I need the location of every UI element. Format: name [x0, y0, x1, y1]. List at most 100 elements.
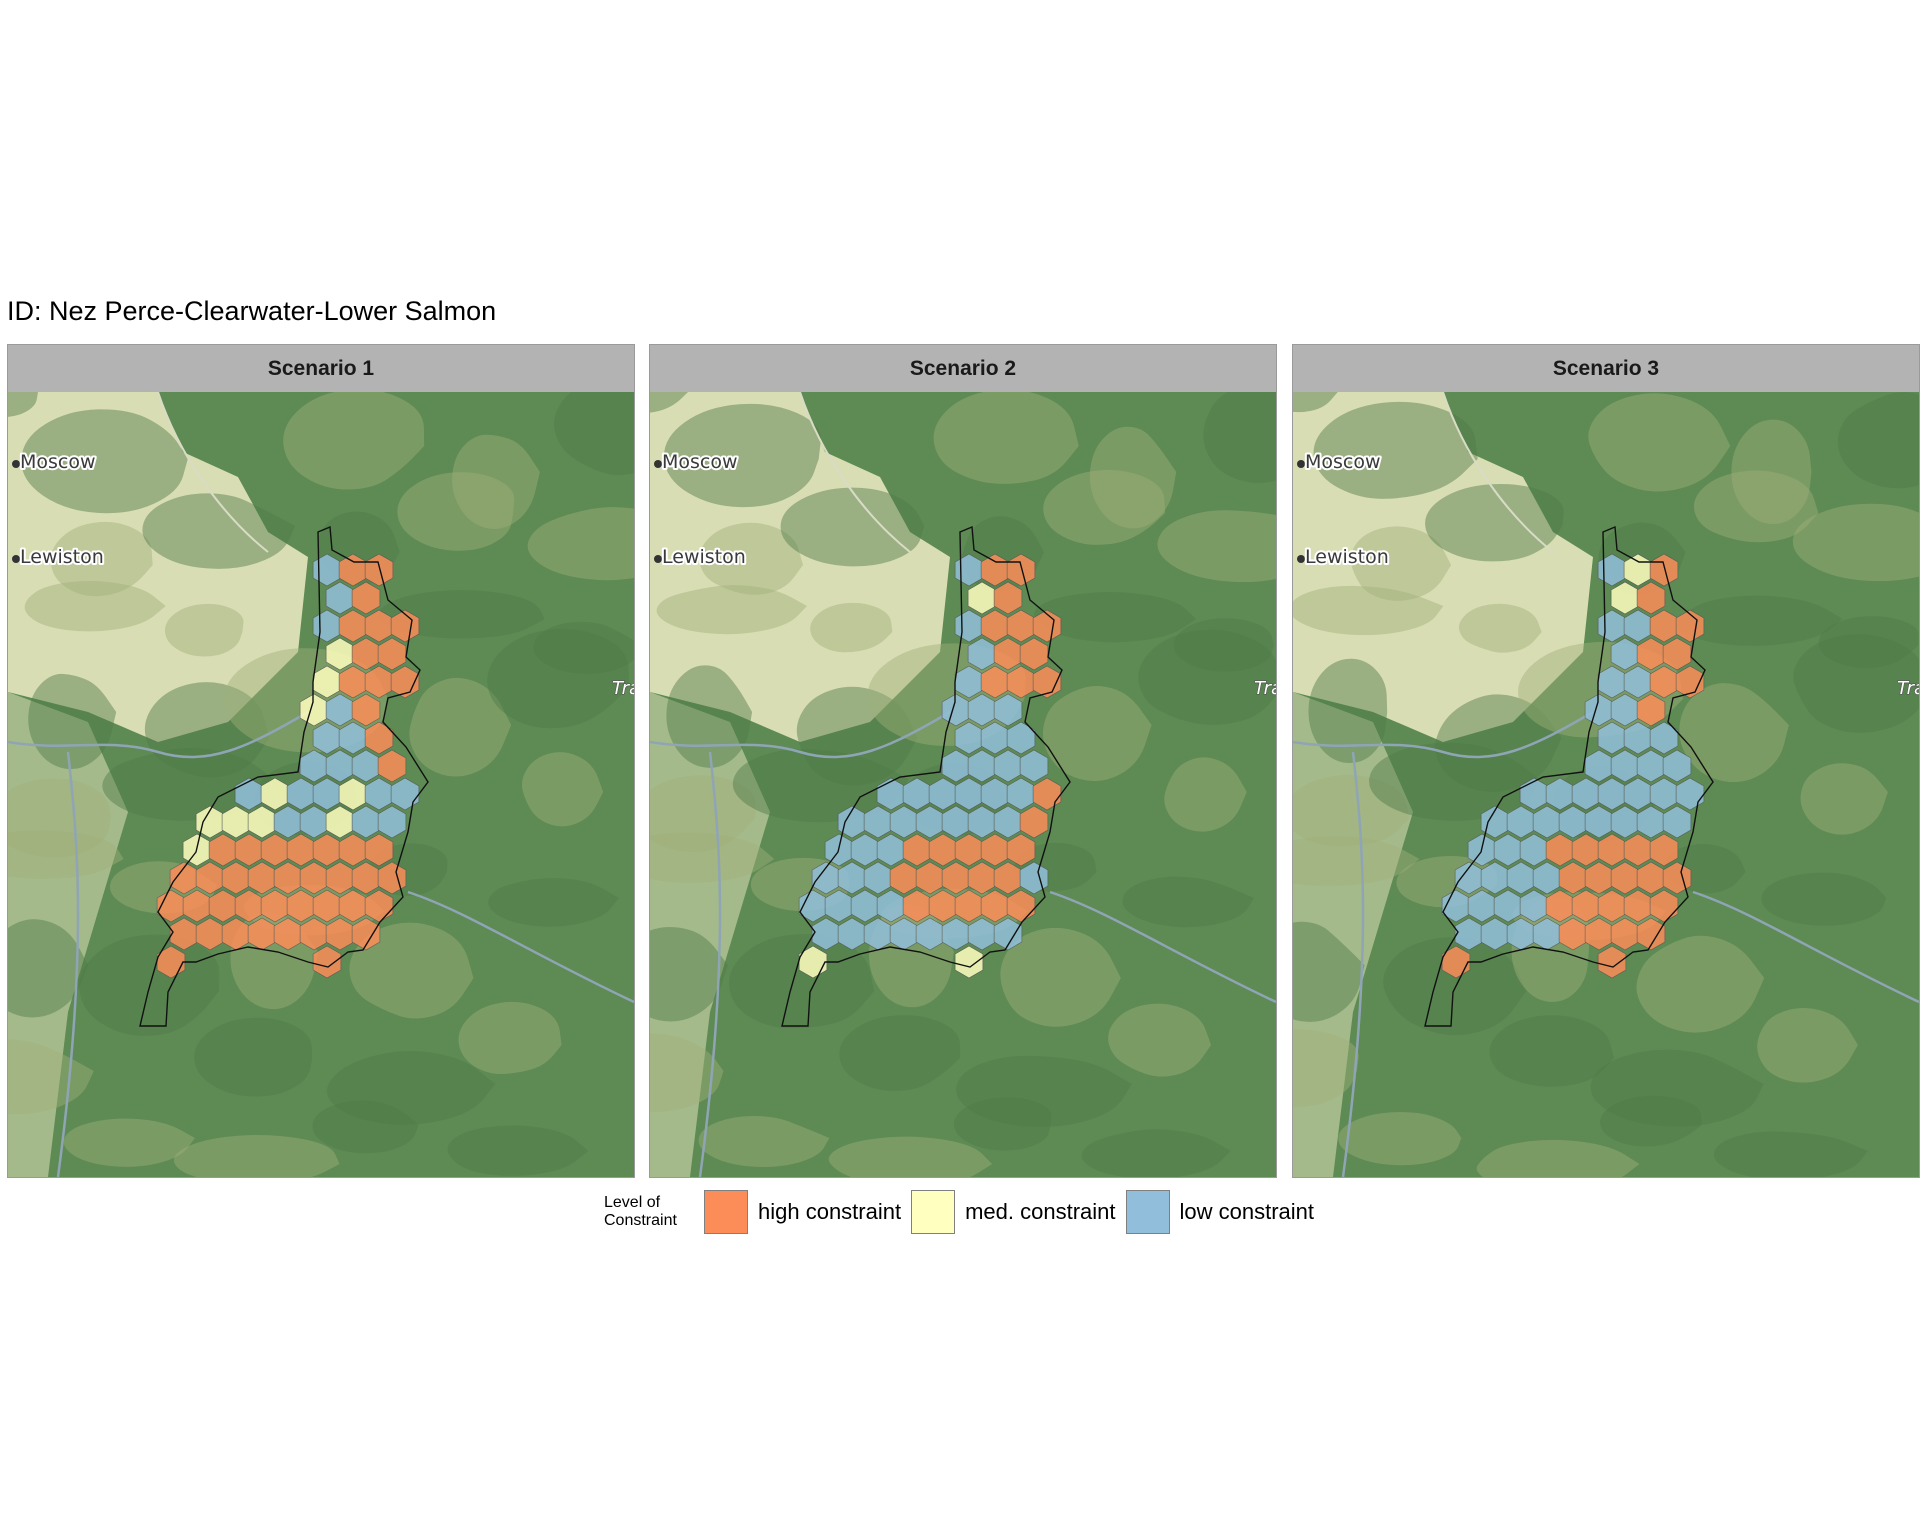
- basemap-canyon: [8, 692, 128, 1177]
- legend-swatch-low: [1125, 1190, 1170, 1234]
- panel-scenario-3: Scenario 3 Moscow Lewiston Tra: [1292, 344, 1920, 1178]
- terrain-texture: [8, 919, 89, 1018]
- terrain-texture: [533, 621, 634, 674]
- hex-cell-low: [1019, 749, 1049, 783]
- terrain-texture: [666, 665, 753, 768]
- hex-cell-high: [351, 693, 381, 727]
- river-clearwater: [8, 710, 309, 759]
- terrain-texture: [1000, 927, 1121, 1027]
- terrain-texture: [326, 1051, 496, 1125]
- legend-swatch-med: [911, 1190, 956, 1234]
- region-boundary: [1424, 525, 1714, 1027]
- town-label-lewiston: Lewiston: [1305, 546, 1389, 568]
- terrain-texture: [699, 522, 803, 595]
- terrain-texture: [953, 1097, 1052, 1151]
- terrain-texture: [1636, 935, 1765, 1033]
- hex-cell-high: [312, 945, 342, 979]
- terrain-texture: [1157, 510, 1276, 583]
- river-snake: [56, 751, 80, 1177]
- terrain-texture: [458, 1001, 562, 1075]
- terrain-texture: [8, 830, 124, 879]
- panel-scenario-2: Scenario 2 Moscow Lewiston Tra: [649, 344, 1277, 1178]
- terrain-texture: [933, 392, 1079, 484]
- terrain-texture: [1042, 685, 1152, 782]
- terrain-texture: [1476, 1139, 1640, 1177]
- road: [1442, 392, 1554, 553]
- terrain-texture: [312, 1100, 419, 1154]
- terrain-texture: [1043, 469, 1166, 545]
- river-snake: [1341, 751, 1365, 1177]
- terrain-texture: [8, 392, 38, 417]
- terrain-texture: [397, 472, 515, 551]
- terrain-texture: [728, 934, 874, 1029]
- terrain-texture: [1122, 876, 1254, 928]
- hex-cell-high: [1649, 889, 1679, 923]
- legend-item-low: low constraint: [1125, 1190, 1315, 1234]
- hex-cell-high: [1006, 889, 1036, 923]
- legend-title: Level of Constraint: [604, 1194, 694, 1230]
- legend-label-low: low constraint: [1179, 1199, 1315, 1224]
- terrain-texture: [1308, 658, 1388, 763]
- legend-title-line2: Constraint: [604, 1212, 677, 1229]
- hex-cell-high: [390, 609, 420, 643]
- terrain-texture: [1293, 585, 1444, 636]
- legend-item-high: high constraint: [704, 1190, 901, 1234]
- region-boundary: [139, 525, 429, 1027]
- town-dot: [12, 460, 20, 468]
- terrain-texture: [1313, 401, 1478, 499]
- town-label-lewiston: Lewiston: [20, 546, 104, 568]
- terrain-texture: [650, 832, 775, 883]
- hex-cell-low: [377, 805, 407, 839]
- hex-cell-high: [1636, 581, 1666, 615]
- terrain-texture: [1588, 393, 1731, 492]
- legend-label-high: high constraint: [758, 1199, 902, 1224]
- terrain-texture: [1293, 921, 1365, 1022]
- terrain-texture: [488, 878, 619, 927]
- hex-cell-low: [993, 917, 1023, 951]
- hex-cell-high: [1032, 777, 1062, 811]
- terrain-texture: [8, 778, 112, 858]
- legend-item-med: med. constraint: [911, 1190, 1116, 1234]
- terrain-texture: [1081, 1129, 1231, 1177]
- panel-scenario-1: Scenario 1 Moscow Lewiston Tra: [7, 344, 635, 1178]
- edge-place-label: Tra: [612, 678, 634, 699]
- panel-strip-label: Scenario 1: [8, 345, 634, 392]
- panel-strip-label: Scenario 2: [650, 345, 1276, 392]
- town-dot: [12, 555, 20, 563]
- terrain-texture: [1350, 526, 1452, 601]
- terrain-texture: [1800, 763, 1888, 835]
- terrain-texture: [650, 775, 756, 852]
- terrain-texture: [1792, 503, 1919, 582]
- basemap-valley: [1293, 392, 1593, 742]
- terrain-texture: [1793, 634, 1919, 733]
- hex-cell-high: [1597, 945, 1627, 979]
- hex-cell-high: [377, 637, 407, 671]
- terrain-texture: [102, 748, 275, 821]
- terrain-texture: [1203, 392, 1276, 483]
- terrain-texture: [487, 629, 630, 729]
- town-dot: [654, 460, 662, 468]
- hex-cell-low: [1675, 777, 1705, 811]
- hex-cell-high: [1662, 637, 1692, 671]
- edge-place-label: Tra: [1254, 678, 1276, 699]
- terrain-texture: [1679, 683, 1789, 783]
- terrain-texture: [1293, 392, 1338, 413]
- constraint-cells: [1441, 553, 1705, 979]
- constraint-cells: [798, 553, 1062, 979]
- terrain-texture: [828, 1136, 993, 1177]
- town-label-moscow: Moscow: [662, 451, 738, 473]
- hex-cell-high: [364, 889, 394, 923]
- terrain-texture: [1034, 592, 1197, 643]
- terrain-texture: [732, 749, 909, 823]
- constraint-cells: [156, 553, 420, 979]
- terrain-texture: [1338, 1112, 1462, 1166]
- hex-cell-low: [1019, 861, 1049, 895]
- terrain-texture: [810, 602, 893, 653]
- terrain-texture: [63, 1118, 195, 1167]
- terrain-texture: [144, 682, 270, 778]
- terrain-texture: [554, 392, 634, 475]
- terrain-texture: [1731, 419, 1812, 525]
- terrain-texture: [956, 1055, 1132, 1128]
- hex-cell-high: [351, 917, 381, 951]
- terrain-texture: [378, 590, 545, 639]
